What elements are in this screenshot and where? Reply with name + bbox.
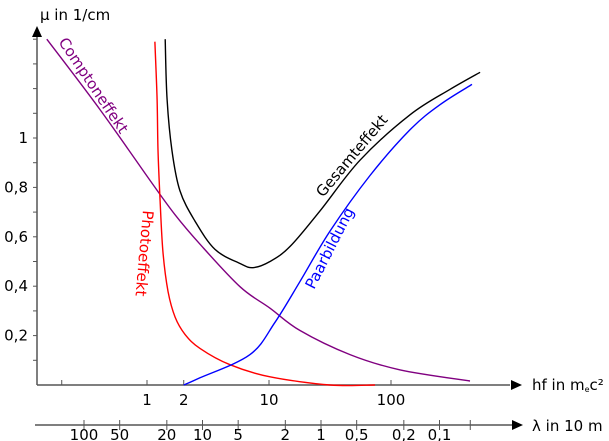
lambda-tick-label: 1 (316, 426, 326, 441)
y-tick-label: 0,6 (4, 228, 28, 246)
curve-labels: Comptoneffekt Photoeffekt Gesamteffekt P… (55, 34, 392, 297)
lambda-tick-label: 2 (281, 426, 291, 441)
x-axis-arrow-icon (511, 380, 522, 390)
curve-paarbildung (183, 83, 473, 386)
y-tick-label: 0,4 (4, 277, 28, 295)
x-axis-label-sub: e (585, 385, 590, 394)
lambda-tick-label: 10 (193, 426, 212, 441)
lambda-tick-label: 5 (233, 426, 243, 441)
lambda-tick-label: 0,5 (345, 426, 369, 441)
lambda-axis-label: λ in 10 m (532, 417, 603, 435)
lambda-tick-label: 0,2 (392, 426, 416, 441)
curves (46, 38, 481, 387)
x-tick-label: 10 (259, 391, 278, 409)
x-tick-label: 100 (377, 391, 406, 409)
y-tick-label: 1 (18, 129, 28, 147)
curve-gesamteffekt (164, 39, 481, 269)
curve-label-paar: Paarbildung (302, 204, 358, 291)
lambda-tick-label: 50 (110, 426, 129, 441)
y-tick-label: 0,8 (4, 178, 28, 196)
curve-label-photo: Photoeffekt (131, 210, 156, 298)
curve-label-compton: Comptoneffekt (55, 34, 132, 137)
x-axis-label: hf in mec² (532, 376, 604, 394)
x-tick-label: 1 (142, 391, 152, 409)
y-tick-label: 0,2 (4, 327, 28, 345)
lambda-tick-label: 20 (157, 426, 176, 441)
ticks: 0,2 0,4 0,6 0,8 1 1 2 10 100 100 50 20 10 5 2 1 0,5 0,2 0,… (4, 38, 471, 441)
curve-comptoneffekt (46, 38, 471, 382)
lambda-tick-label: 0,1 (428, 426, 452, 441)
lambda-tick-label: 100 (70, 426, 99, 441)
lambda-axis-arrow-icon (512, 420, 523, 430)
curve-photoeffekt (154, 41, 376, 387)
axes: μ in 1/cm hf in mec² λ in 10 m (32, 6, 604, 435)
y-axis-arrow-icon (32, 26, 42, 37)
x-tick-label: 2 (179, 391, 189, 409)
y-axis-label: μ in 1/cm (40, 6, 110, 24)
curve-label-gesamt: Gesamteffekt (312, 111, 391, 201)
